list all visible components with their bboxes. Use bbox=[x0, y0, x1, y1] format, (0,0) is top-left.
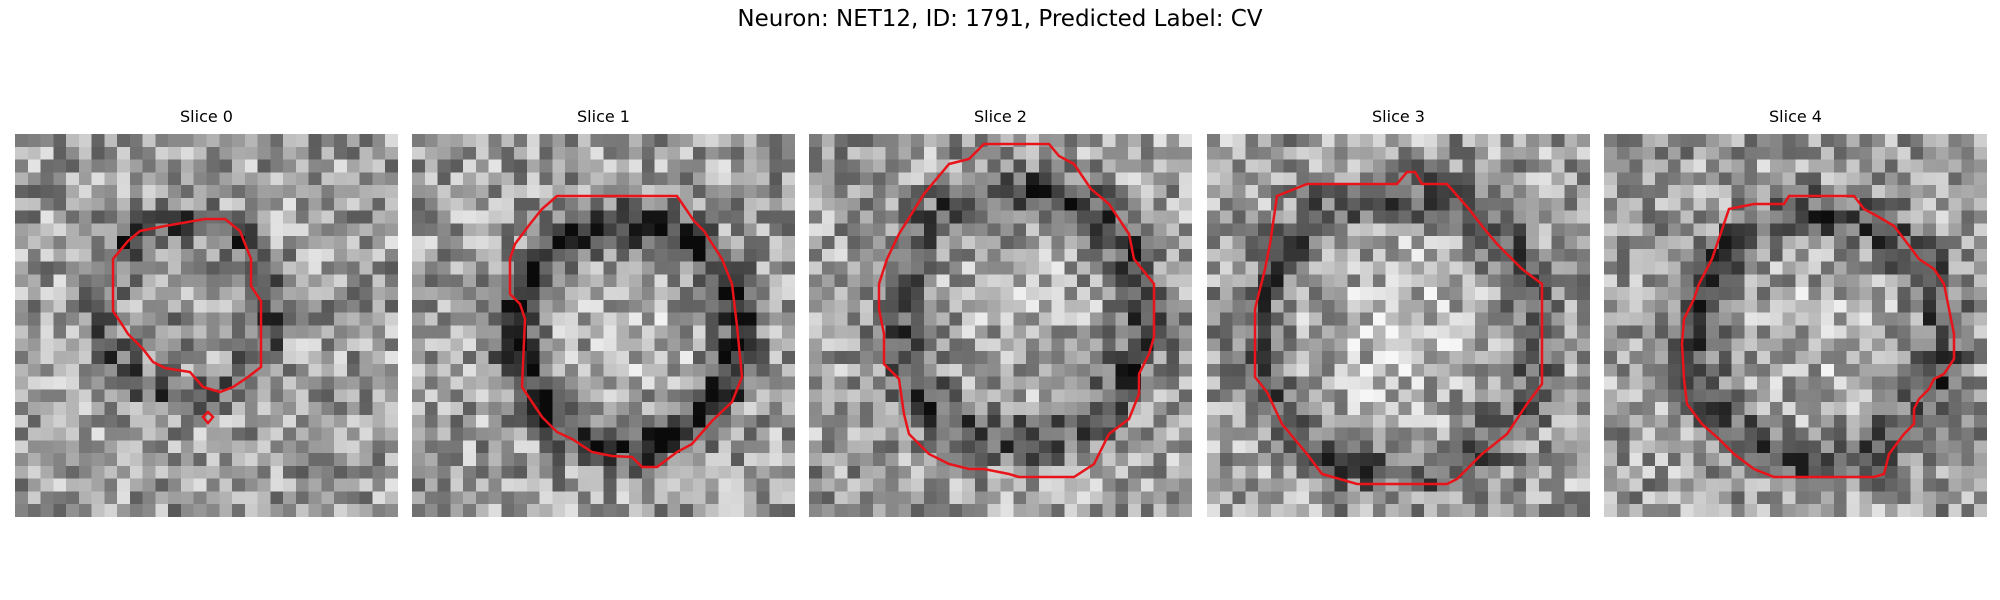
cell-contour-marker-0 bbox=[201, 410, 215, 425]
cell-contour-0 bbox=[111, 217, 263, 394]
cell-contour-4 bbox=[1680, 194, 1956, 479]
pixel-grid-1 bbox=[412, 134, 795, 517]
cell-contour-3 bbox=[1253, 170, 1544, 486]
slice-title-0: Slice 0 bbox=[180, 107, 233, 126]
slice-image-0 bbox=[15, 134, 398, 517]
slice-image-2 bbox=[809, 134, 1192, 517]
pixel-grid-4 bbox=[1604, 134, 1987, 517]
slice-image-4 bbox=[1604, 134, 1987, 517]
slice-title-1: Slice 1 bbox=[577, 107, 630, 126]
pixel-grid-0 bbox=[15, 134, 398, 517]
slice-title-4: Slice 4 bbox=[1769, 107, 1822, 126]
cell-contour-2 bbox=[877, 142, 1156, 479]
pixel-grid-2 bbox=[809, 134, 1192, 517]
cell-contour-1 bbox=[508, 194, 744, 469]
slice-image-1 bbox=[412, 134, 795, 517]
slice-title-3: Slice 3 bbox=[1372, 107, 1425, 126]
slice-title-2: Slice 2 bbox=[974, 107, 1027, 126]
figure-title: Neuron: NET12, ID: 1791, Predicted Label… bbox=[737, 6, 1263, 32]
pixel-grid-3 bbox=[1207, 134, 1590, 517]
slice-image-3 bbox=[1207, 134, 1590, 517]
